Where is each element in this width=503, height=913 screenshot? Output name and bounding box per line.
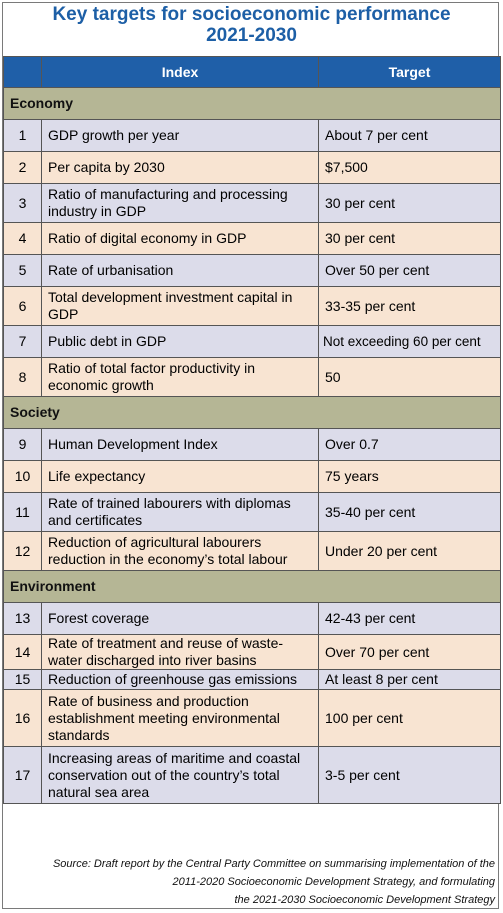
table-row: 1 GDP growth per year About 7 per cent xyxy=(3,119,501,152)
row-index: Total development investment capital in … xyxy=(41,286,319,326)
row-target: 30 per cent xyxy=(318,183,501,223)
table-header-row: Index Target xyxy=(3,56,501,88)
row-number: 8 xyxy=(3,357,42,397)
row-target: 50 xyxy=(318,357,501,397)
row-target: 3-5 per cent xyxy=(318,746,501,804)
row-target: Over 70 per cent xyxy=(318,634,501,670)
table-row: 16 Rate of business and production estab… xyxy=(3,689,501,747)
row-target: 30 per cent xyxy=(318,222,501,255)
section-economy: Economy xyxy=(3,87,501,120)
row-target: 75 years xyxy=(318,460,501,493)
row-target: 42-43 per cent xyxy=(318,602,501,635)
row-target: Not exceeding 60 per cent xyxy=(318,325,501,358)
row-index: Per capita by 2030 xyxy=(41,151,319,184)
row-number: 5 xyxy=(3,254,42,287)
table-row: 10 Life expectancy 75 years xyxy=(3,460,501,493)
row-index: Ratio of total factor productivity in ec… xyxy=(41,357,319,397)
row-number: 9 xyxy=(3,428,42,461)
table-row: 11 Rate of trained labourers with diplom… xyxy=(3,492,501,532)
row-number: 16 xyxy=(3,689,42,747)
section-environment: Environment xyxy=(3,570,501,603)
row-number: 12 xyxy=(3,531,42,571)
row-target: At least 8 per cent xyxy=(318,669,501,690)
source-line-3: the 2021-2030 Socioeconomic Development … xyxy=(234,894,496,906)
row-number: 4 xyxy=(3,222,42,255)
table-row: 13 Forest coverage 42-43 per cent xyxy=(3,602,501,635)
row-index: Rate of treatment and reuse of waste-wat… xyxy=(41,634,319,670)
row-index: Ratio of manufacturing and processing in… xyxy=(41,183,319,223)
row-target: Over 50 per cent xyxy=(318,254,501,287)
title-line-1: Key targets for socioeconomic performanc… xyxy=(52,4,451,25)
row-number: 14 xyxy=(3,634,42,670)
table-row: 15 Reduction of greenhouse gas emissions… xyxy=(3,669,501,690)
row-target: Over 0.7 xyxy=(318,428,501,461)
title-line-2: 2021-2030 xyxy=(206,25,297,46)
row-index: GDP growth per year xyxy=(41,119,319,152)
row-index: Rate of business and production establis… xyxy=(41,689,319,747)
table-row: 7 Public debt in GDP Not exceeding 60 pe… xyxy=(3,325,501,358)
table-row: 17 Increasing areas of maritime and coas… xyxy=(3,746,501,804)
source-line-1: Source: Draft report by the Central Part… xyxy=(52,858,495,870)
source-line-2: 2011-2020 Socioeconomic Development Stra… xyxy=(172,876,495,888)
row-number: 13 xyxy=(3,602,42,635)
table-row: 12 Reduction of agricultural labourers r… xyxy=(3,531,501,571)
table-row: 2 Per capita by 2030 $7,500 xyxy=(3,151,501,184)
row-number: 2 xyxy=(3,151,42,184)
header-number xyxy=(3,56,42,88)
table-row: 14 Rate of treatment and reuse of waste-… xyxy=(3,634,501,670)
row-target: 100 per cent xyxy=(318,689,501,747)
table-row: 5 Rate of urbanisation Over 50 per cent xyxy=(3,254,501,287)
row-index: Rate of urbanisation xyxy=(41,254,319,287)
table-row: 8 Ratio of total factor productivity in … xyxy=(3,357,501,397)
source-note: Source: Draft report by the Central Part… xyxy=(8,855,495,909)
header-target: Target xyxy=(318,56,501,88)
page-title: Key targets for socioeconomic performanc… xyxy=(0,4,503,46)
section-society: Society xyxy=(3,396,501,429)
row-number: 1 xyxy=(3,119,42,152)
row-target: 33-35 per cent xyxy=(318,286,501,326)
row-target: About 7 per cent xyxy=(318,119,501,152)
targets-table: Index Target Economy 1 GDP growth per ye… xyxy=(3,56,501,804)
row-number: 17 xyxy=(3,746,42,804)
row-target: $7,500 xyxy=(318,151,501,184)
section-label: Environment xyxy=(3,570,501,603)
header-index: Index xyxy=(41,56,319,88)
row-number: 15 xyxy=(3,669,42,690)
row-number: 3 xyxy=(3,183,42,223)
row-number: 7 xyxy=(3,325,42,358)
row-index: Increasing areas of maritime and coastal… xyxy=(41,746,319,804)
row-index: Public debt in GDP xyxy=(41,325,319,358)
row-index: Human Development Index xyxy=(41,428,319,461)
row-index: Forest coverage xyxy=(41,602,319,635)
section-label: Society xyxy=(3,396,501,429)
row-index: Life expectancy xyxy=(41,460,319,493)
row-number: 10 xyxy=(3,460,42,493)
row-number: 6 xyxy=(3,286,42,326)
section-label: Economy xyxy=(3,87,501,120)
row-index: Reduction of agricultural labourers redu… xyxy=(41,531,319,571)
table-row: 4 Ratio of digital economy in GDP 30 per… xyxy=(3,222,501,255)
row-target: 35-40 per cent xyxy=(318,492,501,532)
row-index: Reduction of greenhouse gas emissions xyxy=(41,669,319,690)
table-row: 3 Ratio of manufacturing and processing … xyxy=(3,183,501,223)
table-row: 9 Human Development Index Over 0.7 xyxy=(3,428,501,461)
row-number: 11 xyxy=(3,492,42,532)
row-target: Under 20 per cent xyxy=(318,531,501,571)
row-index: Ratio of digital economy in GDP xyxy=(41,222,319,255)
row-index: Rate of trained labourers with diplomas … xyxy=(41,492,319,532)
table-row: 6 Total development investment capital i… xyxy=(3,286,501,326)
